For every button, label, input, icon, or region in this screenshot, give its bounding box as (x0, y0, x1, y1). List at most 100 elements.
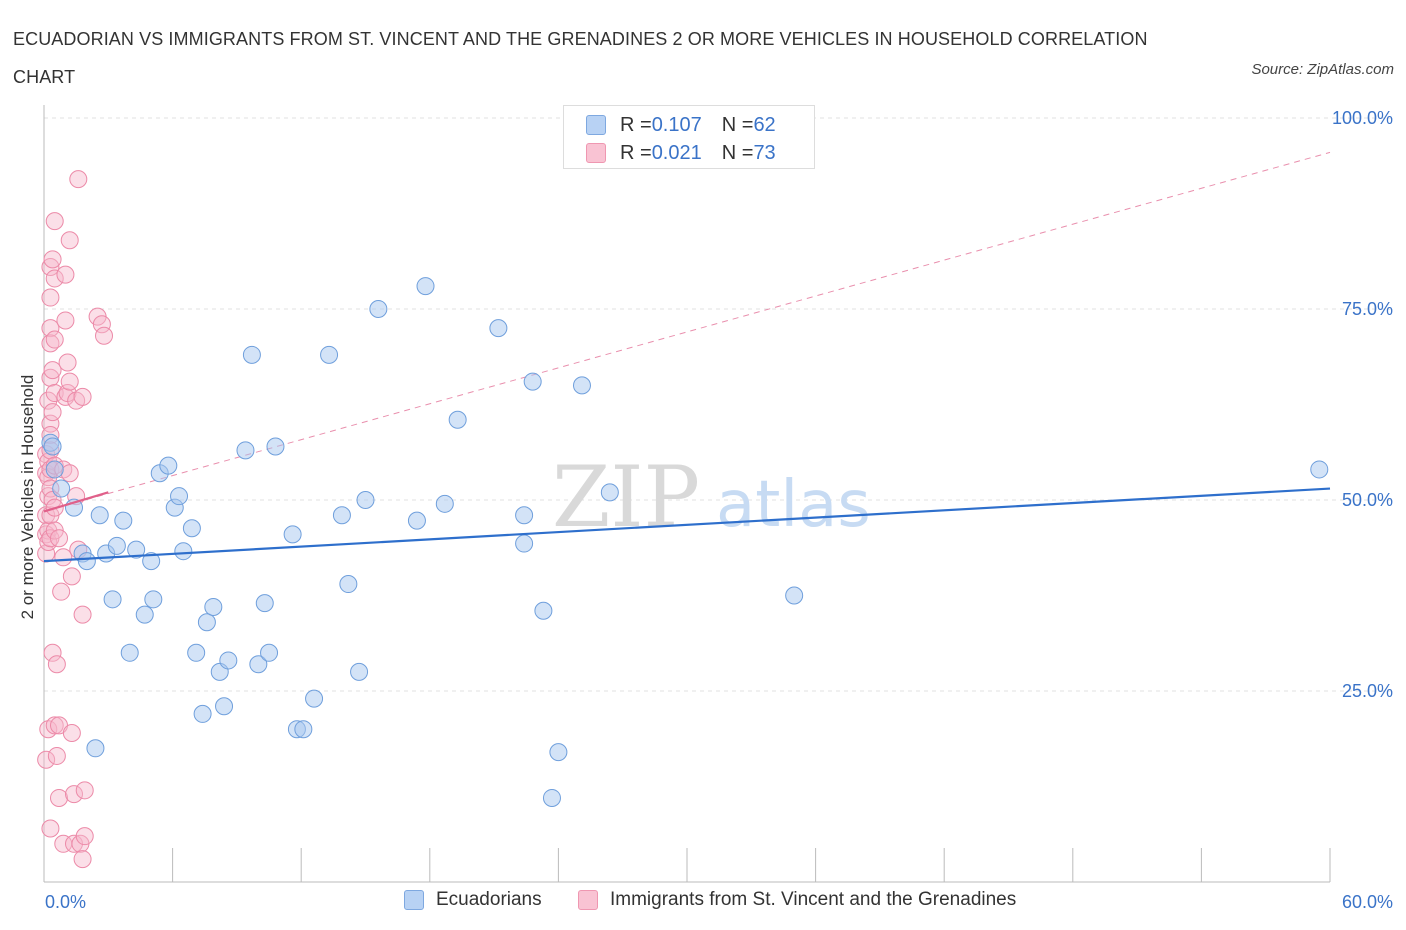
point-series1-58 (572, 376, 591, 395)
legend-row-series1: R = 0.107 N = 62 (586, 112, 776, 138)
point-series2-49 (56, 311, 75, 330)
grid-lines (44, 117, 1393, 692)
point-series1-6 (77, 552, 96, 571)
point-series2-67 (73, 850, 92, 869)
point-series1-25 (193, 704, 212, 723)
point-series1-42 (332, 506, 351, 525)
trend-extended (43, 151, 1331, 512)
point-series2-26 (43, 250, 62, 269)
point-series1-43 (339, 575, 358, 594)
point-series2-46 (54, 548, 73, 567)
point-series2-56 (62, 567, 81, 586)
point-series1-26 (197, 613, 216, 632)
point-series1-21 (170, 487, 189, 506)
point-series2-5 (37, 750, 56, 769)
point-series1-60 (785, 586, 804, 605)
watermark-zip: ZIP (552, 448, 700, 546)
legend-swatch-series1 (586, 115, 606, 135)
point-series1-23 (182, 519, 201, 538)
legend-swatch-st-vincent (578, 890, 598, 910)
legend-item-ecuadorians[interactable]: Ecuadorians (404, 889, 542, 911)
point-series2-25 (41, 819, 60, 838)
point-series2-33 (45, 330, 64, 349)
point-series2-48 (56, 265, 75, 284)
point-series1-24 (187, 643, 206, 662)
point-series2-14 (41, 288, 60, 307)
legend-r-value-2: 0.021 (651, 141, 702, 164)
series1-points (41, 277, 1329, 807)
point-series1-29 (215, 697, 234, 716)
point-series1-57 (549, 743, 568, 762)
point-series2-27 (43, 361, 62, 380)
trend-series2 (43, 491, 109, 513)
y-tick-label-2: 75.0% (1342, 299, 1393, 319)
point-series1-54 (523, 372, 542, 391)
point-series1-7 (86, 739, 105, 758)
legend-item-st-vincent[interactable]: Immigrants from St. Vincent and the Gren… (578, 889, 1016, 911)
point-series1-53 (515, 534, 534, 553)
point-series2-58 (65, 785, 84, 804)
point-series2-54 (60, 372, 79, 391)
point-series2-59 (65, 834, 84, 853)
point-series2-30 (43, 643, 62, 662)
series2-points (37, 170, 114, 869)
point-series2-32 (45, 269, 64, 288)
point-series1-48 (416, 277, 435, 296)
tick-labels: 25.0% 50.0% 75.0% 100.0% 0.0% 60.0% (45, 108, 1393, 912)
legend-label-ecuadorians: Ecuadorians (436, 889, 542, 910)
point-series2-28 (43, 403, 62, 422)
trend-lines (43, 487, 1331, 563)
y-axis-label: 2 or more Vehicles in Household (18, 375, 37, 620)
point-series2-31 (45, 212, 64, 231)
point-series2-41 (50, 788, 69, 807)
point-series2-68 (75, 827, 94, 846)
point-series2-44 (52, 582, 71, 601)
point-series2-65 (73, 387, 92, 406)
point-series1-50 (448, 410, 467, 429)
legend-n-value-2: 73 (753, 141, 776, 164)
y-tick-label-0: 25.0% (1342, 681, 1393, 701)
x-tick-label-min: 0.0% (45, 892, 86, 912)
point-series1-27 (204, 597, 223, 616)
point-series1-19 (159, 456, 178, 475)
point-series1-52 (515, 506, 534, 525)
point-series1-33 (249, 655, 268, 674)
legend-swatch-series2 (586, 143, 606, 163)
point-series1-34 (255, 594, 274, 613)
legend-n-value-1: 62 (753, 113, 776, 136)
point-series1-1 (43, 437, 62, 456)
point-series1-51 (489, 319, 508, 338)
x-tick-label-max: 60.0% (1342, 892, 1393, 912)
axes (43, 105, 1331, 883)
point-series1-30 (219, 651, 238, 670)
point-series2-57 (62, 724, 81, 743)
point-series1-13 (120, 643, 139, 662)
chart-title: ECUADORIAN VS IMMIGRANTS FROM ST. VINCEN… (13, 29, 1148, 87)
point-series2-38 (45, 716, 64, 735)
point-series1-12 (114, 511, 133, 530)
legend-r-value-1: 0.107 (651, 113, 702, 136)
point-series2-53 (60, 231, 79, 250)
point-series1-32 (242, 345, 261, 364)
trend-series2-extended (43, 151, 1331, 512)
point-series2-40 (47, 746, 66, 765)
point-series1-2 (45, 460, 64, 479)
point-series1-37 (283, 525, 302, 544)
y-tick-label-1: 50.0% (1342, 490, 1393, 510)
legend-row-series2: R = 0.021 N = 73 (586, 140, 776, 166)
point-series1-15 (135, 605, 154, 624)
point-series1-14 (127, 540, 146, 559)
watermark-atlas: atlas (716, 468, 871, 542)
point-series2-69 (75, 781, 94, 800)
point-series2-51 (58, 353, 77, 372)
legend-swatch-ecuadorians (404, 890, 424, 910)
point-series1-35 (260, 643, 279, 662)
legend-label-st-vincent: Immigrants from St. Vincent and the Gren… (610, 889, 1017, 910)
point-series1-44 (350, 662, 369, 681)
point-series1-39 (294, 720, 313, 739)
legend-n-label-2: N = (721, 141, 754, 164)
point-series1-3 (52, 479, 71, 498)
point-series2-34 (45, 384, 64, 403)
point-series2-66 (73, 605, 92, 624)
